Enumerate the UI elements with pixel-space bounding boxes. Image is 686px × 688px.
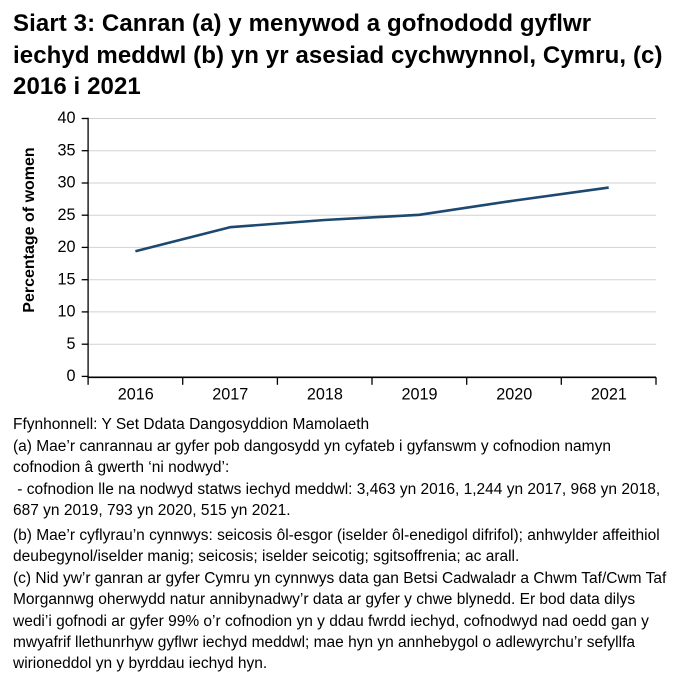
svg-text:2019: 2019: [401, 385, 437, 403]
svg-text:15: 15: [57, 270, 75, 288]
svg-text:0: 0: [66, 367, 75, 385]
svg-text:5: 5: [66, 335, 75, 353]
svg-text:2018: 2018: [307, 385, 343, 403]
svg-text:35: 35: [57, 141, 75, 159]
svg-text:2017: 2017: [212, 385, 248, 403]
svg-text:2016: 2016: [118, 385, 154, 403]
svg-text:30: 30: [57, 174, 75, 192]
svg-text:25: 25: [57, 206, 75, 224]
svg-text:2020: 2020: [496, 385, 532, 403]
svg-text:Percentage of women: Percentage of women: [21, 147, 38, 312]
svg-text:20: 20: [57, 238, 75, 256]
svg-text:2021: 2021: [591, 385, 627, 403]
svg-text:40: 40: [57, 109, 75, 127]
svg-text:10: 10: [57, 303, 75, 321]
